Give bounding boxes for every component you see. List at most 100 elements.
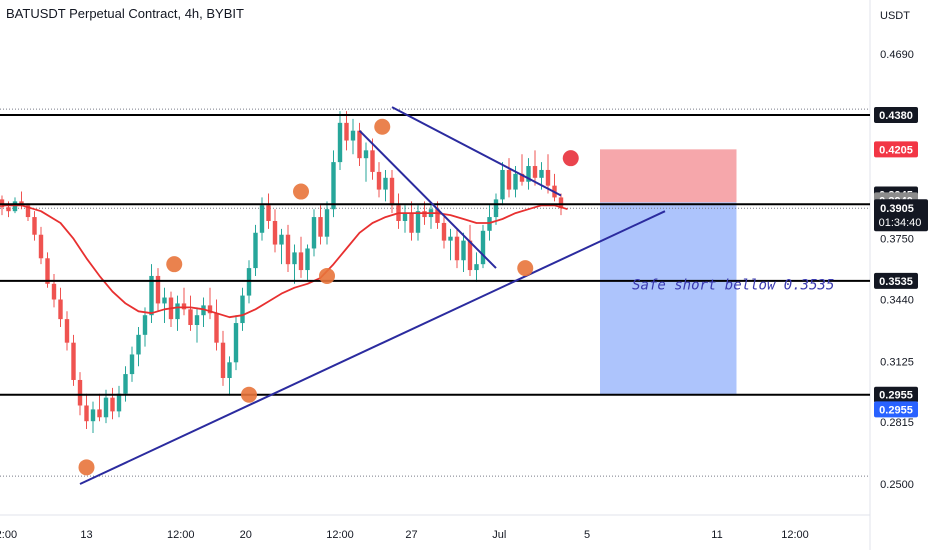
y-tick-label: 0.3440	[880, 295, 914, 307]
candle-body	[227, 362, 232, 379]
candle-body	[285, 234, 291, 265]
candle-body	[25, 205, 31, 218]
moving-average	[2, 204, 568, 319]
price-badge-label: 0.2955	[879, 390, 913, 402]
candle-body	[253, 232, 258, 269]
chart-title: BATUSDT Perpetual Contract, 4h, BYBIT	[6, 6, 244, 21]
candle-body	[422, 211, 427, 218]
candle-body	[435, 209, 440, 223]
candle-body	[526, 166, 531, 182]
candle-body	[266, 205, 271, 221]
candle-body	[311, 217, 317, 249]
pivot-marker	[293, 183, 309, 200]
take-profit-zone[interactable]	[600, 202, 737, 395]
candle-body	[480, 230, 486, 265]
candle-body	[558, 197, 564, 209]
candle-body	[116, 393, 122, 412]
candle-body	[51, 283, 57, 300]
candle-body	[103, 397, 109, 418]
candle-body	[389, 177, 395, 206]
annotation-text: Safe short bellow 0.3535	[632, 278, 834, 294]
grid	[0, 0, 871, 550]
pivot-marker	[374, 118, 391, 135]
horizontal-levels[interactable]	[0, 114, 870, 396]
last-price-label: 0.3905	[880, 203, 914, 215]
candle-body	[233, 323, 239, 363]
trendline[interactable]	[391, 106, 562, 197]
currency-label: USDT	[880, 10, 910, 22]
axes: USDT 0.4690 0.3750 0.3440 0.3125 0.2815 0.2500…	[0, 10, 914, 541]
price-badge-label: 0.4205	[879, 144, 913, 156]
pivot-marker	[517, 260, 534, 277]
candle-body	[461, 240, 466, 261]
x-tick-label: 12:00	[326, 529, 354, 541]
candle-body	[454, 236, 460, 261]
candle-body	[357, 130, 362, 159]
candle-body	[539, 169, 544, 178]
candle-body	[337, 122, 343, 163]
candle-body	[292, 252, 297, 265]
pivot-markers	[78, 118, 579, 476]
price-badges: 0.43800.42050.39450.39400.39250.35350.29…	[874, 107, 928, 418]
candle-body	[45, 258, 50, 284]
candle-body	[188, 309, 193, 326]
y-tick-label: 0.4690	[880, 49, 914, 61]
candle-body	[123, 374, 128, 394]
candle-body	[370, 150, 375, 172]
candle-body	[214, 313, 219, 343]
candle-body	[6, 207, 11, 212]
candle-body	[298, 252, 304, 271]
candle-body	[519, 173, 525, 182]
candle-body	[467, 240, 473, 271]
candle-body	[155, 275, 161, 304]
candle-body	[506, 169, 512, 190]
last-price-badge	[874, 199, 928, 232]
x-tick-label: Jul	[492, 529, 506, 541]
candle-body	[194, 315, 200, 326]
x-tick-label: 12:00	[781, 529, 809, 541]
candle-body	[441, 222, 447, 241]
price-badge-label: 0.3535	[879, 276, 913, 288]
candle-body	[318, 217, 323, 237]
y-tick-label: 0.3125	[880, 356, 914, 368]
candle-body	[220, 342, 226, 379]
candle-body	[259, 205, 265, 233]
trendline[interactable]	[79, 210, 666, 485]
y-tick-label: 0.2815	[880, 417, 914, 429]
x-tick-label: 12:00	[0, 529, 17, 541]
candle-body	[64, 319, 70, 343]
candle-body	[90, 409, 96, 422]
candle-body	[175, 303, 180, 320]
candle-body	[344, 122, 349, 141]
countdown-label: 01:34:40	[879, 217, 922, 229]
pivot-marker	[319, 267, 335, 284]
x-tick-label: 27	[405, 529, 417, 541]
position-zones[interactable]	[600, 149, 737, 395]
candle-body	[402, 213, 408, 221]
x-tick-label: 20	[240, 529, 252, 541]
price-badge	[874, 386, 918, 403]
candle-body	[350, 130, 356, 141]
trendlines[interactable]	[79, 106, 666, 485]
candle-body	[136, 334, 141, 355]
candle-body	[272, 220, 278, 245]
candle-body	[331, 162, 336, 210]
stop-loss-zone[interactable]	[600, 149, 737, 203]
candle-body	[383, 177, 388, 190]
x-tick-label: 5	[584, 529, 590, 541]
pivot-marker	[241, 386, 257, 403]
candle-body	[279, 234, 284, 245]
candle-body	[201, 305, 206, 316]
candle-body	[71, 342, 76, 380]
price-badge	[874, 141, 918, 158]
pivot-marker	[562, 150, 579, 167]
candle-body	[448, 236, 453, 241]
candle-body	[415, 211, 421, 233]
moving-average-line	[2, 204, 568, 319]
trendline[interactable]	[358, 129, 497, 269]
candles	[0, 111, 564, 433]
candle-body	[305, 248, 310, 271]
candle-body	[12, 201, 18, 212]
candle-body	[240, 295, 245, 324]
